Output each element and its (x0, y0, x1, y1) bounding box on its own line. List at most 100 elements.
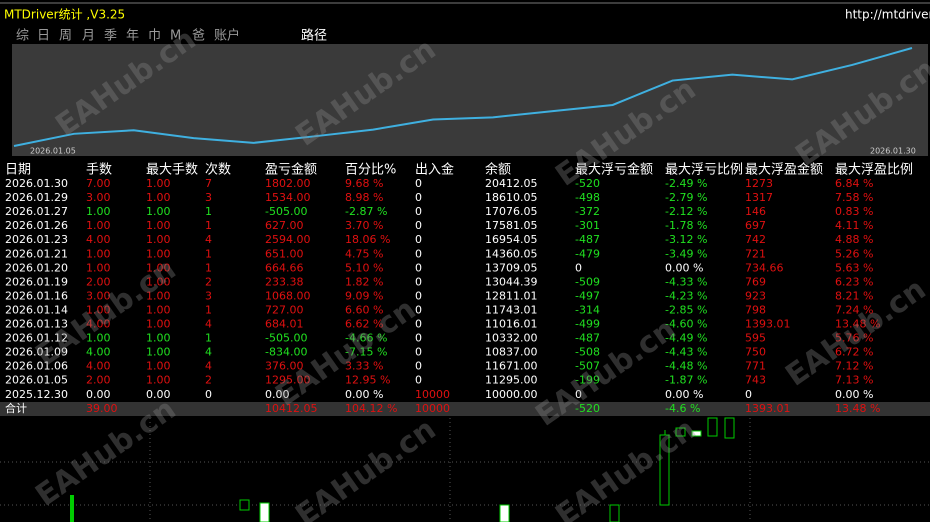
tab[interactable]: 日 (37, 29, 50, 44)
table-cell: 3.00 (86, 191, 111, 204)
table-cell: 1 (205, 303, 212, 316)
table-cell: -505.00 (265, 332, 307, 345)
table-cell: 1.00 (146, 374, 171, 387)
table-cell: 1068.00 (265, 289, 311, 302)
table-cell: 6.62 % (345, 318, 383, 331)
table-cell: 18.06 % (345, 233, 390, 246)
table-cell: 13.48 % (835, 318, 880, 331)
price-chart (0, 417, 930, 522)
column-header: 最大浮亏金额 (575, 162, 653, 178)
table-cell: 2026.01.06 (5, 360, 68, 373)
table-cell: 1317 (745, 191, 773, 204)
table-cell: 20412.05 (485, 177, 538, 190)
table-cell: -508 (575, 346, 600, 359)
table-cell: 2 (205, 275, 212, 288)
equity-line (13, 47, 913, 147)
table-cell: 0.00 (146, 388, 171, 401)
total-row-bg (0, 402, 930, 416)
table-cell: 0 (415, 261, 422, 274)
table-cell: -3.49 % (665, 247, 707, 260)
table-cell: 1 (205, 332, 212, 345)
table-cell: 2025.12.30 (5, 388, 68, 401)
tab[interactable]: 周 (59, 29, 72, 44)
tab[interactable]: 巾 (148, 29, 161, 44)
table-cell: -520 (575, 177, 600, 190)
x-axis-label: 2026.01.05 (30, 147, 76, 156)
table-cell: 11295.00 (485, 374, 538, 387)
table-cell: 1 (205, 261, 212, 274)
table-cell: 1.00 (86, 219, 111, 232)
table-cell: -505.00 (265, 205, 307, 218)
tab[interactable]: 年 (126, 29, 139, 44)
table-cell: 16954.05 (485, 233, 538, 246)
table-cell: 2026.01.30 (5, 177, 68, 190)
table-cell: -507 (575, 360, 600, 373)
table-cell: 923 (745, 289, 766, 302)
table-cell: 1802.00 (265, 177, 311, 190)
table-cell: -4.60 % (665, 318, 707, 331)
table-cell: 1295.00 (265, 374, 311, 387)
table-cell: 2026.01.19 (5, 275, 68, 288)
table-cell: 0 (415, 275, 422, 288)
table-cell: 9.68 % (345, 177, 383, 190)
table-cell: 4 (205, 346, 212, 359)
table-cell: 5.63 % (835, 261, 873, 274)
table-cell: 0 (415, 219, 422, 232)
table-cell: 769 (745, 275, 766, 288)
table-cell: 798 (745, 303, 766, 316)
column-header: 最大手数 (146, 163, 198, 178)
total-cell: 合计 (5, 401, 27, 415)
table-cell: 651.00 (265, 247, 304, 260)
table-cell: 2026.01.05 (5, 374, 68, 387)
table-cell: -2.87 % (345, 205, 387, 218)
total-cell: -520 (575, 402, 600, 415)
table-cell: 0.00 % (665, 388, 703, 401)
table-cell: 0 (415, 205, 422, 218)
path-tab[interactable]: 路径 (301, 28, 327, 44)
table-cell: 4.00 (86, 346, 111, 359)
table-cell: 0.00 % (835, 388, 873, 401)
table-cell: -2.79 % (665, 191, 707, 204)
table-cell: 2026.01.16 (5, 289, 68, 302)
tab[interactable]: 爸 (192, 29, 205, 44)
table-cell: 771 (745, 360, 766, 373)
table-cell: -314 (575, 303, 600, 316)
table-cell: 0 (575, 388, 582, 401)
candle (659, 434, 670, 506)
total-cell: 13.48 % (835, 402, 880, 415)
table-cell: 11743.01 (485, 303, 538, 316)
table-cell: 7.24 % (835, 303, 873, 316)
table-cell: 1.00 (86, 261, 111, 274)
tab[interactable]: 季 (104, 29, 117, 44)
table-cell: 4.75 % (345, 247, 383, 260)
table-cell: 6.84 % (835, 177, 873, 190)
table-cell: 2 (205, 374, 212, 387)
table-cell: 2026.01.12 (5, 332, 68, 345)
table-cell: 697 (745, 219, 766, 232)
tab[interactable]: M (170, 29, 181, 44)
table-cell: 12811.01 (485, 289, 538, 302)
table-cell: 4 (205, 318, 212, 331)
table-cell: 11016.01 (485, 318, 538, 331)
table-cell: -2.85 % (665, 303, 707, 316)
tab[interactable]: 账户 (214, 28, 240, 44)
tab[interactable]: 月 (82, 29, 95, 44)
table-cell: 0 (415, 233, 422, 246)
table-cell: 0.00 % (665, 261, 703, 274)
url[interactable]: http://mtdriver.com (845, 8, 930, 22)
tab[interactable]: 综 (16, 29, 29, 44)
table-cell: -199 (575, 374, 600, 387)
table-cell: -301 (575, 219, 600, 232)
table-cell: 595 (745, 332, 766, 345)
table-cell: 1.00 (146, 275, 171, 288)
table-cell: 4.88 % (835, 233, 873, 246)
table-cell: 1.00 (146, 303, 171, 316)
table-cell: 2594.00 (265, 233, 311, 246)
column-header: 最大浮亏比例 (665, 163, 743, 178)
table-cell: 1.00 (146, 332, 171, 345)
table-cell: 5.10 % (345, 261, 383, 274)
table-cell: 0 (415, 374, 422, 387)
table-cell: -1.87 % (665, 374, 707, 387)
table-cell: 4.00 (86, 318, 111, 331)
